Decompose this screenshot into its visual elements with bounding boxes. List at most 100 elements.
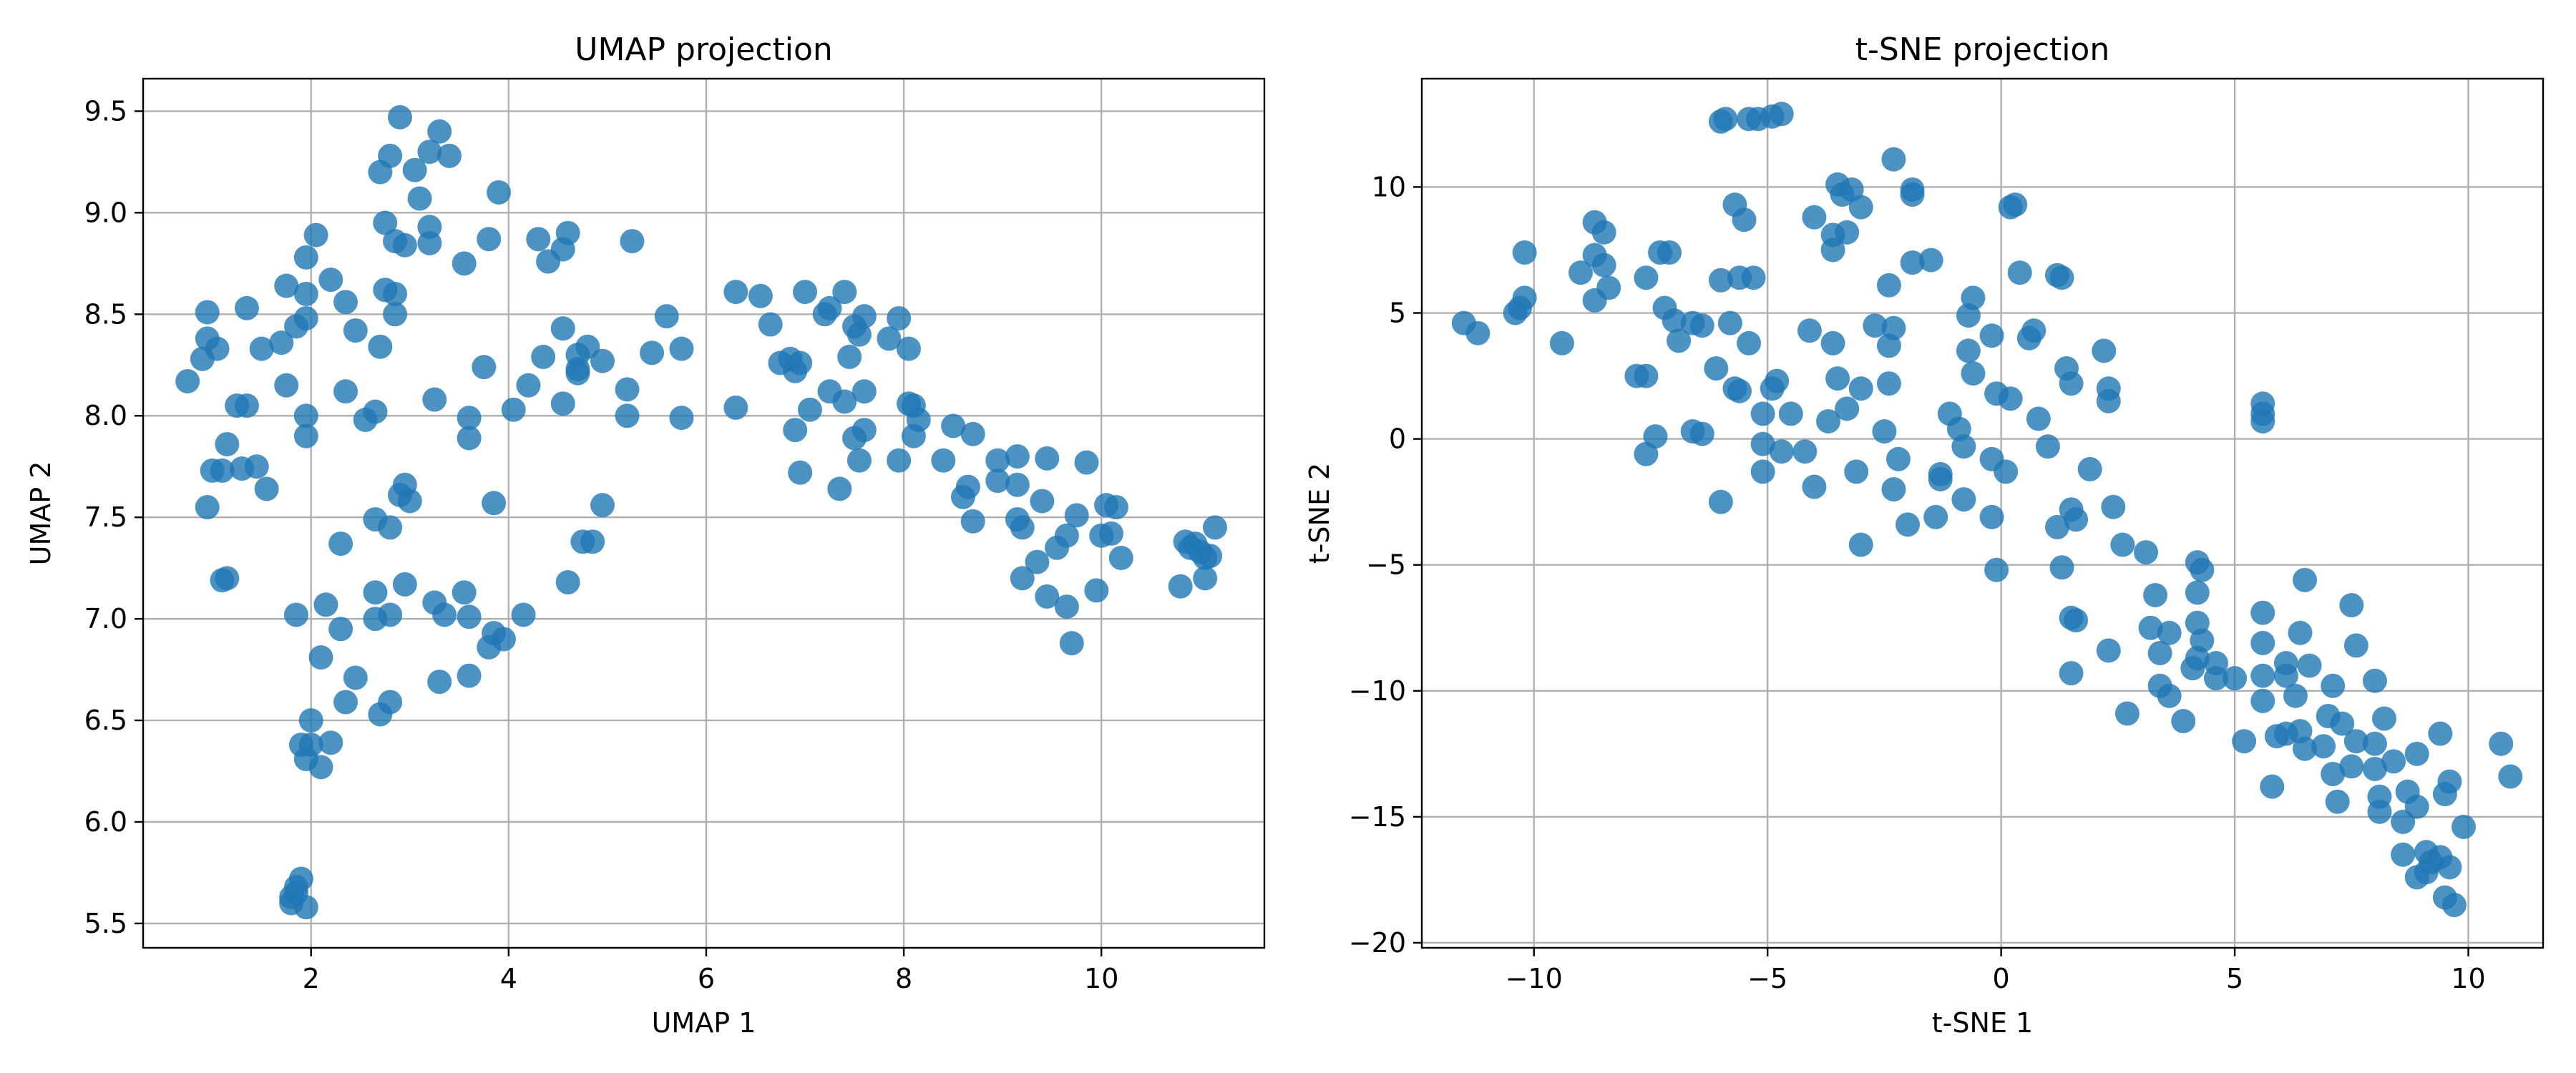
tsne-point [1503, 300, 1528, 325]
umap-point [1193, 545, 1218, 570]
tsne-point [2489, 731, 2514, 756]
umap-point [1193, 566, 1218, 591]
tsne-point [1750, 459, 1775, 484]
tsne-point [2064, 608, 2089, 633]
tsne-point [1844, 459, 1869, 484]
umap-point [249, 336, 274, 361]
umap-point [392, 572, 417, 597]
tsne-point [2003, 192, 2028, 217]
umap-point [487, 180, 512, 205]
umap-point [669, 336, 694, 361]
tsne-point [1792, 439, 1818, 464]
tsne-point [2049, 265, 2074, 290]
umap-point [555, 570, 580, 595]
umap-point [1084, 578, 1109, 603]
umap-point [847, 448, 872, 473]
tsne-point [1568, 260, 1593, 285]
x-tick-label: −5 [1747, 963, 1787, 994]
x-tick-label: −10 [1506, 963, 1563, 994]
umap-point [283, 602, 308, 627]
tsne-point [1876, 371, 1901, 396]
umap-point [368, 160, 393, 185]
umap-point [293, 281, 318, 306]
tsne-point [2381, 749, 2406, 774]
tsne-point [1885, 446, 1911, 471]
umap-point [373, 210, 398, 235]
tsne-point [1820, 237, 1845, 263]
tsne-point [2250, 688, 2275, 713]
tsne-point [2101, 494, 2126, 519]
tsne-point [2325, 789, 2350, 814]
tsne-point [1900, 250, 1925, 275]
umap-scatter-points [175, 104, 1227, 920]
umap-panel: UMAP projection UMAP 1 UMAP 2 2 4 6 8 10 5.5 6… [25, 31, 1266, 1039]
umap-point [832, 280, 857, 305]
umap-point [436, 143, 462, 168]
umap-point [887, 305, 912, 330]
tsne-point [2297, 653, 2322, 678]
tsne-point [2157, 620, 2182, 645]
umap-point [293, 305, 318, 330]
tsne-point [2404, 794, 2429, 819]
umap-point [422, 387, 447, 412]
umap-point [383, 302, 408, 327]
y-tick-label: −15 [1349, 801, 1406, 833]
umap-point [827, 476, 852, 501]
tsne-point [2096, 388, 2121, 413]
umap-point [960, 509, 985, 534]
tsne-point [2134, 540, 2159, 565]
umap-point [427, 670, 452, 695]
tsne-point [1634, 265, 1659, 290]
y-tick-label: 5 [1389, 298, 1406, 329]
umap-point [1035, 584, 1060, 609]
umap-point [244, 454, 269, 479]
umap-point [417, 139, 442, 165]
umap-point [640, 340, 665, 366]
tsne-point [1830, 182, 1855, 207]
umap-point [550, 316, 575, 341]
umap-point [783, 418, 808, 443]
umap-point [328, 617, 353, 642]
tsne-point [1760, 376, 1785, 401]
y-tick-label: 7.5 [84, 501, 127, 533]
umap-point [269, 330, 294, 356]
umap-point [254, 476, 279, 501]
tsne-panel: t-SNE projection t-SNE 1 t-SNE 2 −10 −5 0 5… [1304, 31, 2545, 1039]
umap-point [1005, 472, 1030, 497]
umap-point [274, 273, 299, 298]
umap-point [1074, 450, 1099, 475]
tsne-point [1591, 253, 1616, 278]
umap-point [333, 290, 358, 315]
umap-point [397, 489, 422, 514]
tsne-point [1816, 408, 1841, 433]
tsne-point [1732, 207, 1757, 232]
tsne-point [2223, 666, 2248, 691]
umap-point [1108, 545, 1133, 570]
tsne-point [1848, 376, 1873, 401]
tsne-point [2288, 620, 2313, 645]
tsne-point [1984, 557, 2009, 582]
tsne-point [2185, 580, 2210, 605]
y-tick-label: 10 [1372, 171, 1406, 202]
tsne-point [2330, 711, 2355, 736]
umap-point [896, 336, 921, 361]
tsne-point [1956, 338, 1981, 363]
umap-point [565, 361, 590, 386]
tsne-point [1549, 330, 1574, 356]
umap-point [1202, 515, 1227, 540]
tsne-point [2339, 754, 2364, 779]
umap-point [1059, 631, 1084, 656]
tsne-point [1769, 439, 1794, 464]
umap-point [501, 397, 526, 422]
umap-point [852, 418, 877, 443]
tsne-point [1689, 313, 1714, 338]
umap-point [234, 393, 259, 418]
tsne-point [1662, 308, 1687, 333]
umap-point [615, 403, 640, 428]
tsne-point [2362, 756, 2387, 781]
tsne-point [2250, 663, 2275, 688]
umap-point [615, 377, 640, 402]
y-tick-label: 8.0 [84, 400, 127, 431]
tsne-point [1465, 320, 1491, 346]
